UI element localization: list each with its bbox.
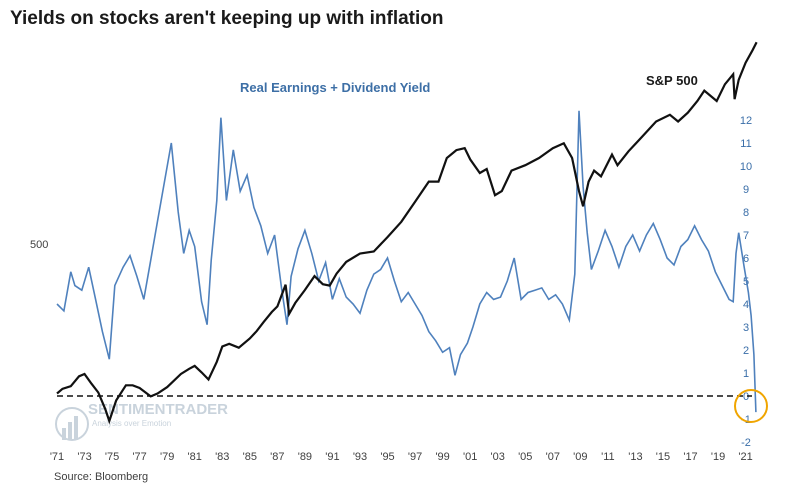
x-tick-label: '15	[656, 451, 670, 463]
right-tick-label: 3	[743, 322, 749, 334]
watermark: SENTIMENTRADER Analysis over Emotion	[55, 401, 228, 441]
x-tick-label: '93	[353, 451, 367, 463]
x-tick-label: '19	[711, 451, 725, 463]
right-tick-label: 7	[743, 230, 749, 242]
right-tick-label: 9	[743, 184, 749, 196]
x-tick-label: '13	[628, 451, 642, 463]
right-tick-label: 4	[743, 299, 749, 311]
right-tick-label: 0	[743, 391, 749, 403]
x-tick-label: '91	[325, 451, 339, 463]
x-axis: '71 '73 '75 '77 '79 '81 '83 '85 '87 '89 '91 '93 '95 '…	[50, 451, 753, 463]
right-tick-label: 1	[743, 368, 749, 380]
x-tick-label: '75	[105, 451, 119, 463]
chart-title: Yields on stocks aren't keeping up with …	[10, 8, 444, 29]
highlight-circle	[734, 389, 768, 423]
right-tick-label: 12	[740, 115, 752, 127]
x-tick-label: '01	[463, 451, 477, 463]
right-tick-label: 2	[743, 345, 749, 357]
right-tick-label: 10	[740, 161, 752, 173]
x-tick-label: '05	[518, 451, 532, 463]
x-tick-label: '11	[601, 451, 615, 463]
x-tick-label: '77	[132, 451, 146, 463]
x-tick-label: '73	[77, 451, 91, 463]
watermark-tagline: Analysis over Emotion	[92, 419, 171, 428]
x-tick-label: '97	[408, 451, 422, 463]
x-tick-label: '89	[298, 451, 312, 463]
x-tick-label: '99	[435, 451, 449, 463]
watermark-logo-icon	[55, 407, 89, 441]
x-tick-label: '03	[491, 451, 505, 463]
x-tick-label: '09	[573, 451, 587, 463]
right-tick-label: 8	[743, 207, 749, 219]
right-tick-label: -2	[741, 437, 751, 449]
x-tick-label: '07	[546, 451, 560, 463]
source-note: Source: Bloomberg	[54, 471, 149, 483]
left-axis: 500	[30, 239, 48, 251]
right-tick-label: 6	[743, 253, 749, 265]
right-tick-label: 11	[740, 138, 751, 150]
x-tick-label: '79	[160, 451, 174, 463]
x-tick-label: '95	[380, 451, 394, 463]
x-tick-label: '83	[215, 451, 229, 463]
x-tick-label: '87	[270, 451, 284, 463]
watermark-name: SENTIMENTRADER	[88, 401, 228, 418]
series-label-real-earnings: Real Earnings + Dividend Yield	[240, 80, 430, 95]
x-tick-label: '21	[738, 451, 752, 463]
series-line-real-earnings-dividend-yield	[56, 110, 757, 413]
series-line-sp500	[56, 41, 758, 425]
series-label-sp500: S&P 500	[646, 73, 698, 88]
x-tick-label: '71	[50, 451, 64, 463]
right-tick-label: -1	[741, 414, 751, 426]
x-tick-label: '17	[683, 451, 697, 463]
x-tick-label: '81	[188, 451, 202, 463]
left-tick-label: 500	[30, 239, 48, 251]
x-tick-label: '85	[243, 451, 257, 463]
